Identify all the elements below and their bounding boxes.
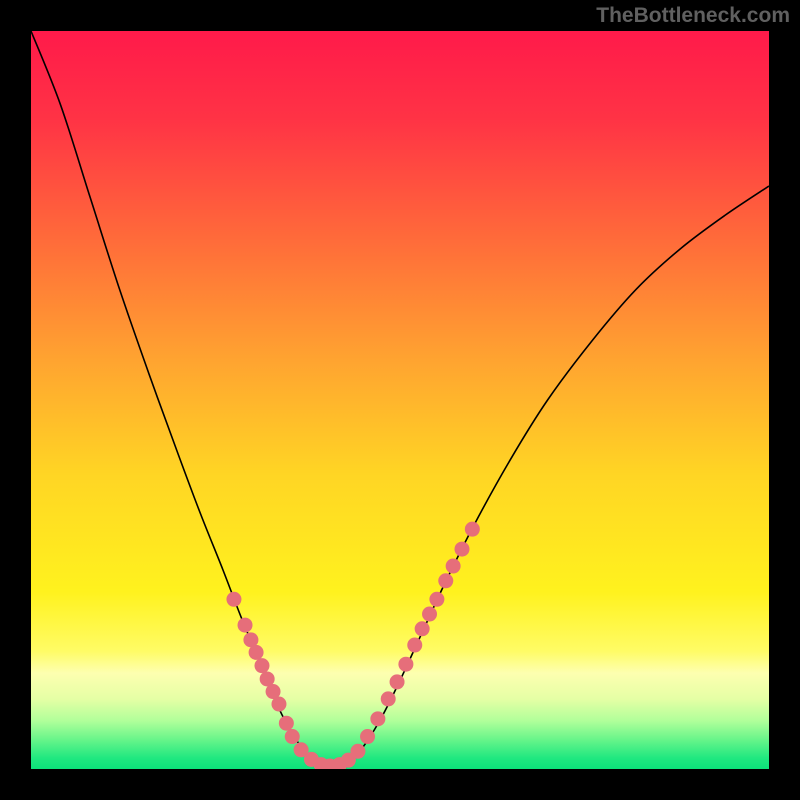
data-marker: [226, 592, 241, 607]
data-marker: [407, 638, 422, 653]
data-marker: [390, 674, 405, 689]
chart-container: TheBottleneck.com: [0, 0, 800, 800]
bottleneck-curve: [31, 31, 769, 767]
marker-group: [226, 522, 479, 769]
data-marker: [381, 691, 396, 706]
data-marker: [429, 592, 444, 607]
data-marker: [279, 716, 294, 731]
data-marker: [360, 729, 375, 744]
data-marker: [249, 645, 264, 660]
data-marker: [238, 618, 253, 633]
data-marker: [370, 711, 385, 726]
data-marker: [271, 697, 286, 712]
data-marker: [446, 559, 461, 574]
data-marker: [285, 729, 300, 744]
data-marker: [422, 607, 437, 622]
data-marker: [350, 744, 365, 759]
data-marker: [454, 542, 469, 557]
watermark-text: TheBottleneck.com: [596, 4, 790, 28]
data-marker: [438, 573, 453, 588]
data-marker: [398, 657, 413, 672]
data-marker: [254, 658, 269, 673]
data-marker: [465, 522, 480, 537]
data-marker: [415, 621, 430, 636]
curve-layer: [31, 31, 769, 769]
plot-area: [31, 31, 769, 769]
